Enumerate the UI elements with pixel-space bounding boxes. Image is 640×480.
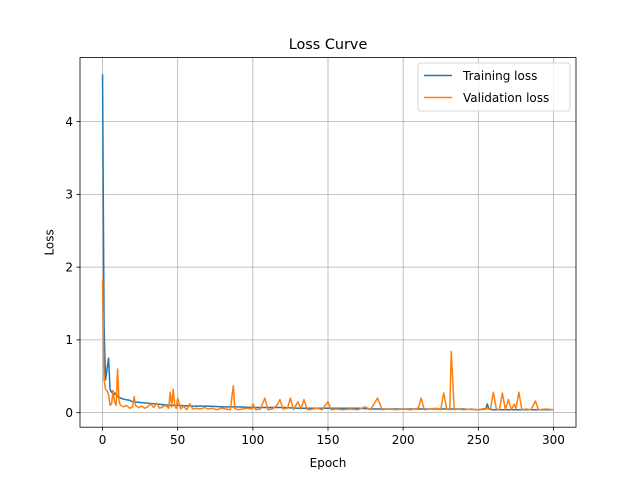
legend-label-validation: Validation loss — [463, 91, 549, 105]
x-tick-label: 250 — [467, 433, 490, 447]
x-tick-label: 300 — [542, 433, 565, 447]
y-tick-label: 3 — [65, 188, 73, 202]
legend: Training loss Validation loss — [417, 62, 571, 112]
legend-label-training: Training loss — [462, 69, 537, 83]
y-axis-ticks: 0 1 2 3 4 — [65, 115, 80, 420]
chart-title: Loss Curve — [289, 37, 368, 53]
y-axis-label: Loss — [43, 229, 57, 255]
x-axis-label: Epoch — [310, 456, 347, 470]
y-tick-label: 2 — [65, 260, 73, 274]
y-tick-label: 1 — [65, 333, 73, 347]
x-tick-label: 0 — [99, 433, 107, 447]
y-tick-label: 0 — [65, 406, 73, 420]
x-axis-ticks: 0 50 100 150 200 250 300 — [99, 427, 565, 447]
y-tick-label: 4 — [65, 115, 73, 129]
x-tick-label: 50 — [170, 433, 185, 447]
series-lines — [101, 74, 554, 411]
x-tick-label: 150 — [317, 433, 340, 447]
legend-box — [417, 62, 571, 112]
grid — [80, 57, 576, 428]
x-tick-label: 100 — [241, 433, 264, 447]
x-tick-label: 200 — [392, 433, 415, 447]
validation-loss-line — [101, 279, 554, 411]
